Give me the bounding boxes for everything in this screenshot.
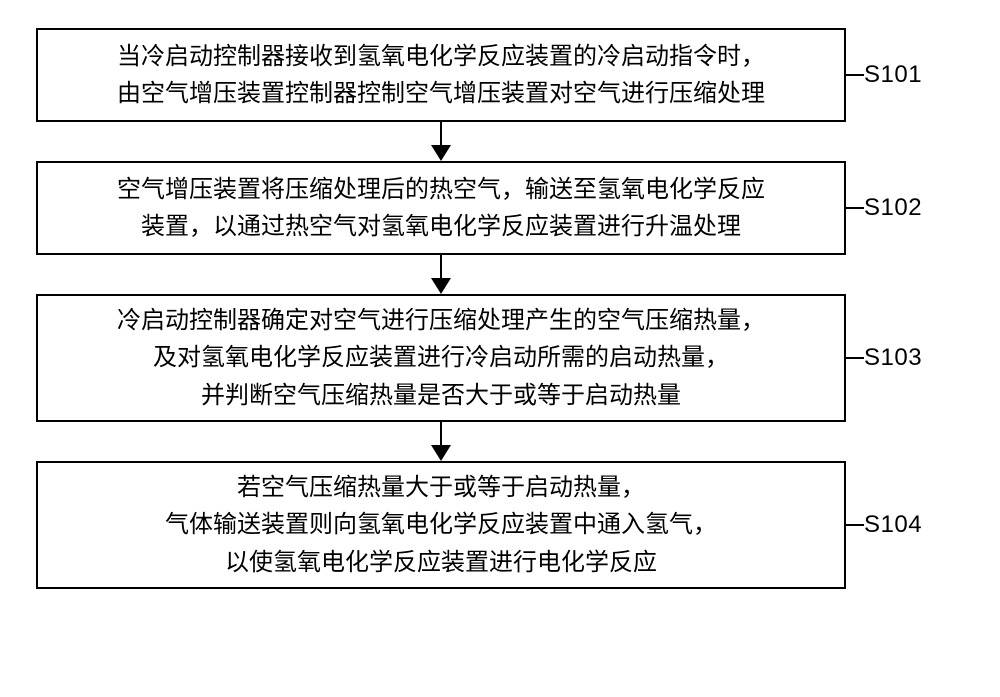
step-text-line: 空气增压装置将压缩处理后的热空气，输送至氢氧电化学反应 <box>117 171 765 208</box>
arrow-head-icon <box>431 145 451 161</box>
step-row: 若空气压缩热量大于或等于启动热量，气体输送装置则向氢氧电化学反应装置中通入氢气，… <box>36 461 964 589</box>
step-label-cell: S102 <box>864 194 960 222</box>
step-text-line: 气体输送装置则向氢氧电化学反应装置中通入氢气， <box>165 506 717 543</box>
step-box: 空气增压装置将压缩处理后的热空气，输送至氢氧电化学反应装置，以通过热空气对氢氧电… <box>36 161 846 255</box>
step-label: S101 <box>864 61 922 89</box>
flowchart: 当冷启动控制器接收到氢氧电化学反应装置的冷启动指令时，由空气增压装置控制器控制空… <box>36 28 964 589</box>
arrow <box>36 422 846 461</box>
leader-line <box>846 207 864 209</box>
step-label: S102 <box>864 194 922 222</box>
arrow-head-icon <box>431 445 451 461</box>
step-label-cell: S104 <box>864 511 960 539</box>
step-label-cell: S103 <box>864 344 960 372</box>
step-label-connector <box>846 357 864 359</box>
leader-line <box>846 357 864 359</box>
arrow-shaft <box>440 255 442 279</box>
step-label-connector <box>846 74 864 76</box>
step-label-connector <box>846 524 864 526</box>
step-row: 空气增压装置将压缩处理后的热空气，输送至氢氧电化学反应装置，以通过热空气对氢氧电… <box>36 161 964 255</box>
step-box: 若空气压缩热量大于或等于启动热量，气体输送装置则向氢氧电化学反应装置中通入氢气，… <box>36 461 846 589</box>
step-text-line: 当冷启动控制器接收到氢氧电化学反应装置的冷启动指令时， <box>117 38 765 75</box>
step-box: 冷启动控制器确定对空气进行压缩处理产生的空气压缩热量，及对氢氧电化学反应装置进行… <box>36 294 846 422</box>
step-row: 冷启动控制器确定对空气进行压缩处理产生的空气压缩热量，及对氢氧电化学反应装置进行… <box>36 294 964 422</box>
arrow <box>36 122 846 161</box>
step-text-line: 若空气压缩热量大于或等于启动热量， <box>237 469 645 506</box>
step-text-line: 及对氢氧电化学反应装置进行冷启动所需的启动热量， <box>153 339 729 376</box>
arrow-head-icon <box>431 278 451 294</box>
leader-line <box>846 74 864 76</box>
step-label: S103 <box>864 344 922 372</box>
step-label-connector <box>846 207 864 209</box>
step-text-line: 由空气增压装置控制器控制空气增压装置对空气进行压缩处理 <box>117 75 765 112</box>
arrow <box>36 255 846 294</box>
step-text-line: 装置，以通过热空气对氢氧电化学反应装置进行升温处理 <box>141 208 741 245</box>
leader-line <box>846 524 864 526</box>
step-text-line: 冷启动控制器确定对空气进行压缩处理产生的空气压缩热量， <box>117 302 765 339</box>
step-box: 当冷启动控制器接收到氢氧电化学反应装置的冷启动指令时，由空气增压装置控制器控制空… <box>36 28 846 122</box>
step-text-line: 以使氢氧电化学反应装置进行电化学反应 <box>225 544 657 581</box>
step-label-cell: S101 <box>864 61 960 89</box>
step-label: S104 <box>864 511 922 539</box>
step-row: 当冷启动控制器接收到氢氧电化学反应装置的冷启动指令时，由空气增压装置控制器控制空… <box>36 28 964 122</box>
step-text-line: 并判断空气压缩热量是否大于或等于启动热量 <box>201 377 681 414</box>
arrow-shaft <box>440 422 442 446</box>
arrow-shaft <box>440 122 442 146</box>
